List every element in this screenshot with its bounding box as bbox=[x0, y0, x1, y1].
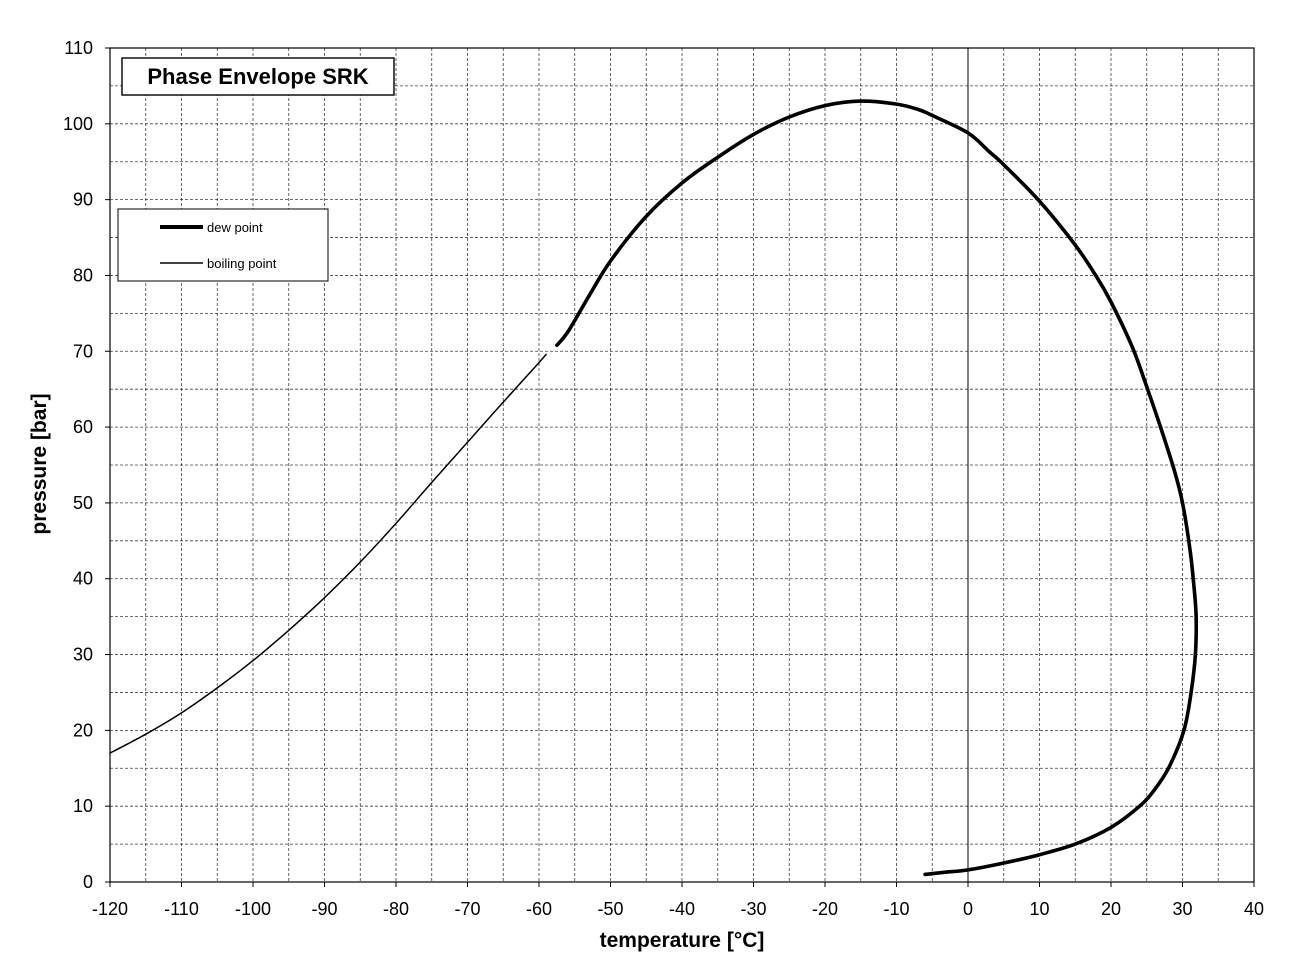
tick-labels: -120 -110 -100 -90 -80 -70 -60 -50 -40 -30 -20 -10 0… bbox=[63, 38, 1264, 919]
y-tick-label: 50 bbox=[73, 493, 93, 513]
y-tick-label: 10 bbox=[73, 796, 93, 816]
x-tick-label: -30 bbox=[740, 899, 766, 919]
y-tick-label: 0 bbox=[83, 872, 93, 892]
y-tick-label: 110 bbox=[64, 38, 93, 58]
series-line-boiling-point bbox=[109, 353, 547, 754]
x-axis-title: temperature [°C] bbox=[600, 929, 765, 952]
axes bbox=[105, 47, 1255, 887]
x-tick-label: -100 bbox=[235, 899, 271, 919]
x-tick-label: -40 bbox=[669, 899, 695, 919]
legend-label-boiling-point: boiling point bbox=[207, 256, 277, 271]
series-lines bbox=[109, 99, 1199, 877]
x-tick-label: 0 bbox=[963, 899, 973, 919]
y-tick-label: 20 bbox=[73, 720, 93, 740]
series-line-dew-point bbox=[555, 99, 1199, 877]
x-tick-label: 30 bbox=[1172, 899, 1192, 919]
chart-title: Phase Envelope SRK bbox=[147, 64, 368, 89]
x-tick-label: -10 bbox=[883, 899, 909, 919]
y-tick-label: 70 bbox=[73, 341, 93, 361]
y-tick-label: 100 bbox=[63, 114, 93, 134]
x-tick-label: -50 bbox=[597, 899, 623, 919]
x-tick-label: -110 bbox=[164, 899, 199, 919]
x-tick-label: -60 bbox=[526, 899, 552, 919]
y-tick-label: 60 bbox=[73, 417, 93, 437]
x-tick-label: -120 bbox=[92, 899, 128, 919]
x-tick-label: 10 bbox=[1029, 899, 1049, 919]
x-tick-label: -90 bbox=[311, 899, 337, 919]
x-tick-label: -70 bbox=[454, 899, 480, 919]
x-tick-label: 20 bbox=[1101, 899, 1121, 919]
title-box: Phase Envelope SRK bbox=[121, 57, 395, 96]
x-tick-label: -20 bbox=[812, 899, 838, 919]
y-tick-label: 30 bbox=[73, 645, 93, 665]
grid bbox=[110, 48, 1254, 882]
y-tick-label: 90 bbox=[73, 190, 93, 210]
y-tick-label: 40 bbox=[73, 569, 93, 589]
y-axis-title: pressure [bar] bbox=[28, 393, 51, 534]
x-tick-label: -80 bbox=[383, 899, 409, 919]
legend: dew point boiling point bbox=[117, 208, 329, 282]
x-tick-label: 40 bbox=[1244, 899, 1264, 919]
y-tick-label: 80 bbox=[73, 265, 93, 285]
legend-label-dew-point: dew point bbox=[207, 220, 263, 235]
